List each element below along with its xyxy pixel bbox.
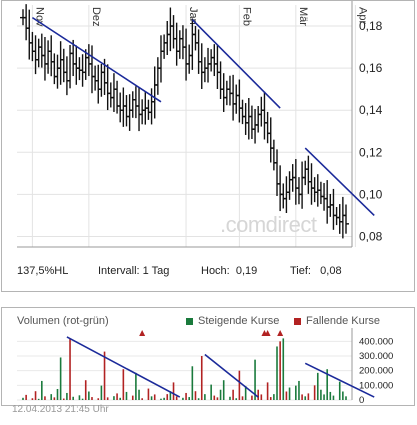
y-tick-label: 0,08 [359, 229, 383, 243]
low-label: Tief: 0,08 [290, 265, 342, 277]
x-tick-label: Dez [90, 7, 102, 27]
timestamp: 12.04.2013 21:45 Uhr [12, 404, 109, 415]
x-tick-label: Nov [33, 7, 45, 27]
volume-chart: 400.000 300.000 200.000 100.000 0 [17, 328, 393, 405]
legend-rising: Steigende Kurse [186, 315, 279, 327]
hl-label: 137,5%HL [17, 265, 69, 277]
trend-line [304, 147, 375, 217]
comdirect-watermark: .comdirect [220, 212, 317, 237]
vol-tick-label: 100.000 [359, 380, 393, 391]
trend-line [191, 19, 281, 109]
overflow-arrow [264, 330, 271, 336]
vol-trend-line [304, 362, 375, 398]
overflow-arrow [139, 330, 146, 336]
volume-chart-panel: 400.000 300.000 200.000 100.000 0 [1, 307, 415, 406]
y-tick-label: 0,18 [359, 19, 383, 33]
legend-falling: Fallende Kurse [294, 315, 380, 327]
y-tick-label: 0,16 [359, 61, 383, 75]
price-chart: 0,08 0,10 0,12 0,14 0,16 0,18 Nov Dez Jan Feb Mär A… [17, 1, 383, 248]
vol-trend-line [66, 336, 181, 398]
y-tick-label: 0,14 [359, 103, 383, 117]
volume-title: Volumen (rot-grün) [17, 315, 109, 327]
x-tick-label: Mär [297, 7, 309, 26]
price-chart-panel: 0,08 0,10 0,12 0,14 0,16 0,18 Nov Dez Jan Feb Mär A… [1, 0, 415, 292]
x-tick-label: Feb [240, 7, 252, 26]
trend-line [31, 16, 162, 103]
vol-trend-line [204, 353, 259, 398]
vol-tick-label: 400.000 [359, 336, 393, 347]
y-tick-label: 0,12 [359, 145, 383, 159]
interval-label: Intervall: 1 Tag [98, 265, 170, 277]
vol-tick-label: 300.000 [359, 351, 393, 362]
overflow-arrow [277, 330, 284, 336]
legend-rising-swatch [186, 317, 193, 325]
high-label: Hoch: 0,19 [201, 265, 258, 277]
vol-tick-label: 200.000 [359, 366, 393, 377]
vol-tick-label: 0 [359, 395, 364, 405]
x-tick-label: Jan [187, 7, 199, 25]
y-tick-label: 0,10 [359, 187, 383, 201]
x-tick-label: Apr [356, 7, 368, 24]
legend-falling-swatch [294, 317, 301, 325]
